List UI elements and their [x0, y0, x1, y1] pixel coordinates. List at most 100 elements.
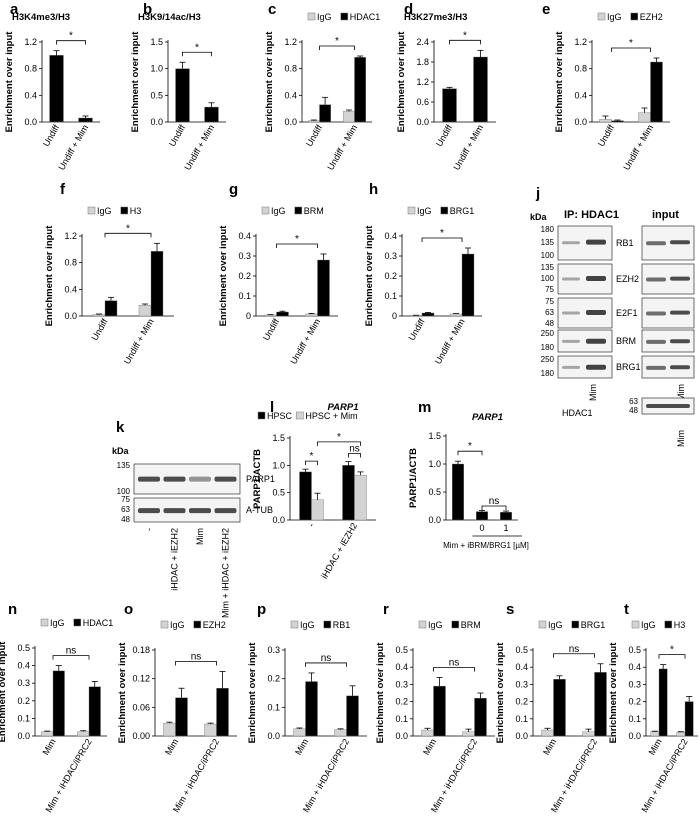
y-tick-label: 1.2	[574, 37, 587, 47]
significance-bracket	[305, 662, 347, 667]
bar	[175, 697, 188, 737]
x-tick-label: Mim	[163, 737, 180, 757]
x-tick-label: Undiff	[89, 317, 110, 343]
bar	[308, 120, 320, 123]
y-axis-label: Enrichment over input	[0, 641, 8, 743]
legend-label: EZH2	[640, 12, 663, 22]
blot-band	[138, 476, 160, 482]
legend-label: IgG	[271, 206, 286, 216]
bar	[638, 112, 651, 123]
y-axis-label: PARP1/ACTB	[252, 449, 263, 509]
bar	[582, 731, 595, 737]
significance-bracket	[457, 450, 483, 456]
blot-band	[670, 310, 690, 315]
panel-letter: d	[404, 1, 413, 18]
blot-band	[138, 508, 160, 514]
blot-band	[189, 508, 211, 514]
x-tick-label: Undiff + Mim	[288, 317, 322, 366]
bar	[676, 732, 686, 737]
panel-letter: a	[10, 1, 19, 18]
legend-swatch	[73, 618, 82, 627]
bar	[92, 314, 106, 317]
y-axis-label: Enrichment over input	[130, 31, 141, 133]
y-tick-label: 0.1	[395, 714, 408, 724]
significance-bracket	[276, 243, 318, 248]
hdac-label: HDAC1	[562, 408, 593, 418]
bar	[433, 685, 446, 737]
y-tick-label: 0.4	[238, 231, 251, 241]
lane-label: Mim + iHDAC + iEZH2	[221, 528, 231, 618]
chart-panel-c: c IgG HDAC1 0.0 0.4 0.8 1.2 Enrichment over inp…	[264, 1, 380, 172]
chart-panel-r: r IgG BRM 0.0 0.1 0.2 0.3 0.4 0.5 Enrichment over…	[375, 601, 495, 814]
y-tick-label: 0.0	[272, 515, 285, 525]
panel-letter: n	[8, 601, 17, 618]
y-tick-label: 0.1	[628, 714, 641, 724]
y-tick-label: 0.1	[17, 713, 30, 723]
significance-label: *	[335, 36, 339, 47]
y-axis-label: Enrichment over input	[396, 31, 407, 133]
y-tick-label: 0.1	[384, 291, 397, 301]
blot-band	[670, 240, 690, 245]
y-tick-label: 0.8	[24, 64, 37, 74]
bar	[421, 312, 435, 317]
legend-swatch	[307, 12, 316, 21]
mw-marker: 63	[545, 308, 554, 317]
blot-band	[586, 310, 606, 315]
legend-swatch	[451, 620, 460, 629]
bar	[319, 104, 331, 123]
bar	[354, 57, 366, 123]
bar	[49, 55, 64, 123]
blot-band	[163, 508, 186, 514]
blot-row-label: PARP1	[246, 474, 275, 484]
blot-row-label: BRM	[616, 336, 636, 346]
significance-label: ns	[321, 653, 332, 664]
significance-label: *	[310, 451, 314, 462]
bar	[354, 474, 367, 521]
lane-label: Mim	[195, 528, 205, 545]
bar	[299, 471, 312, 521]
bar	[346, 695, 359, 737]
bar	[52, 670, 65, 737]
legend-swatch	[290, 620, 299, 629]
panel-letter: k	[116, 419, 125, 436]
lane-label: Mim	[588, 384, 598, 401]
x-tick-label: 0	[479, 523, 484, 533]
panel-letter: h	[369, 181, 378, 198]
legend-swatch	[257, 411, 266, 420]
x-tick-label: Undiff + Mim	[451, 123, 485, 172]
chart-panel-p: p IgG RB1 0.0 0.1 0.2 0.3 Enrichment over input…	[247, 601, 367, 814]
legend-swatch	[193, 620, 202, 629]
mw-marker: 48	[121, 515, 130, 524]
y-tick-label: 0.2	[17, 696, 30, 706]
y-tick-label: 0.18	[132, 645, 150, 655]
y-tick-label: 0.0	[428, 515, 441, 525]
y-axis-label: Enrichment over input	[608, 642, 619, 744]
legend-swatch	[296, 411, 304, 420]
x-tick-label: Mim + iHDAC/iPRC2	[429, 737, 479, 814]
chart-panel-e: e IgG EZH2 0.0 0.4 0.8 1.2 Enrichment over inpu…	[542, 1, 670, 172]
x-tick-label: Mim	[293, 737, 310, 757]
legend-swatch	[87, 206, 96, 215]
y-tick-label: 0.8	[284, 64, 297, 74]
x-tick-label: Mim	[541, 737, 558, 757]
input-title: input	[652, 209, 679, 221]
legend-label: IgG	[170, 620, 185, 630]
chart-title: H3K4me3/H3	[12, 12, 70, 23]
y-tick-label: 0.0	[64, 311, 77, 321]
significance-label: *	[195, 42, 199, 53]
mw-marker: 100	[117, 487, 131, 496]
legend-label: BRM	[304, 206, 324, 216]
y-axis-label: PARP1/ACTB	[408, 448, 419, 508]
significance-bracket	[421, 237, 463, 242]
legend-swatch	[630, 12, 639, 21]
x-tick-label: Mim + iHDAC/iPRC2	[639, 737, 689, 814]
bar	[449, 313, 463, 317]
y-tick-label: 1.2	[284, 37, 297, 47]
y-tick-label: 2.4	[416, 37, 429, 47]
legend-label: EZH2	[203, 620, 226, 630]
y-tick-label: 0.0	[17, 731, 30, 741]
legend-swatch	[571, 620, 580, 629]
x-tick-label: Mim	[41, 737, 58, 757]
blot-band	[586, 364, 606, 370]
kda-label: kDa	[112, 446, 130, 456]
